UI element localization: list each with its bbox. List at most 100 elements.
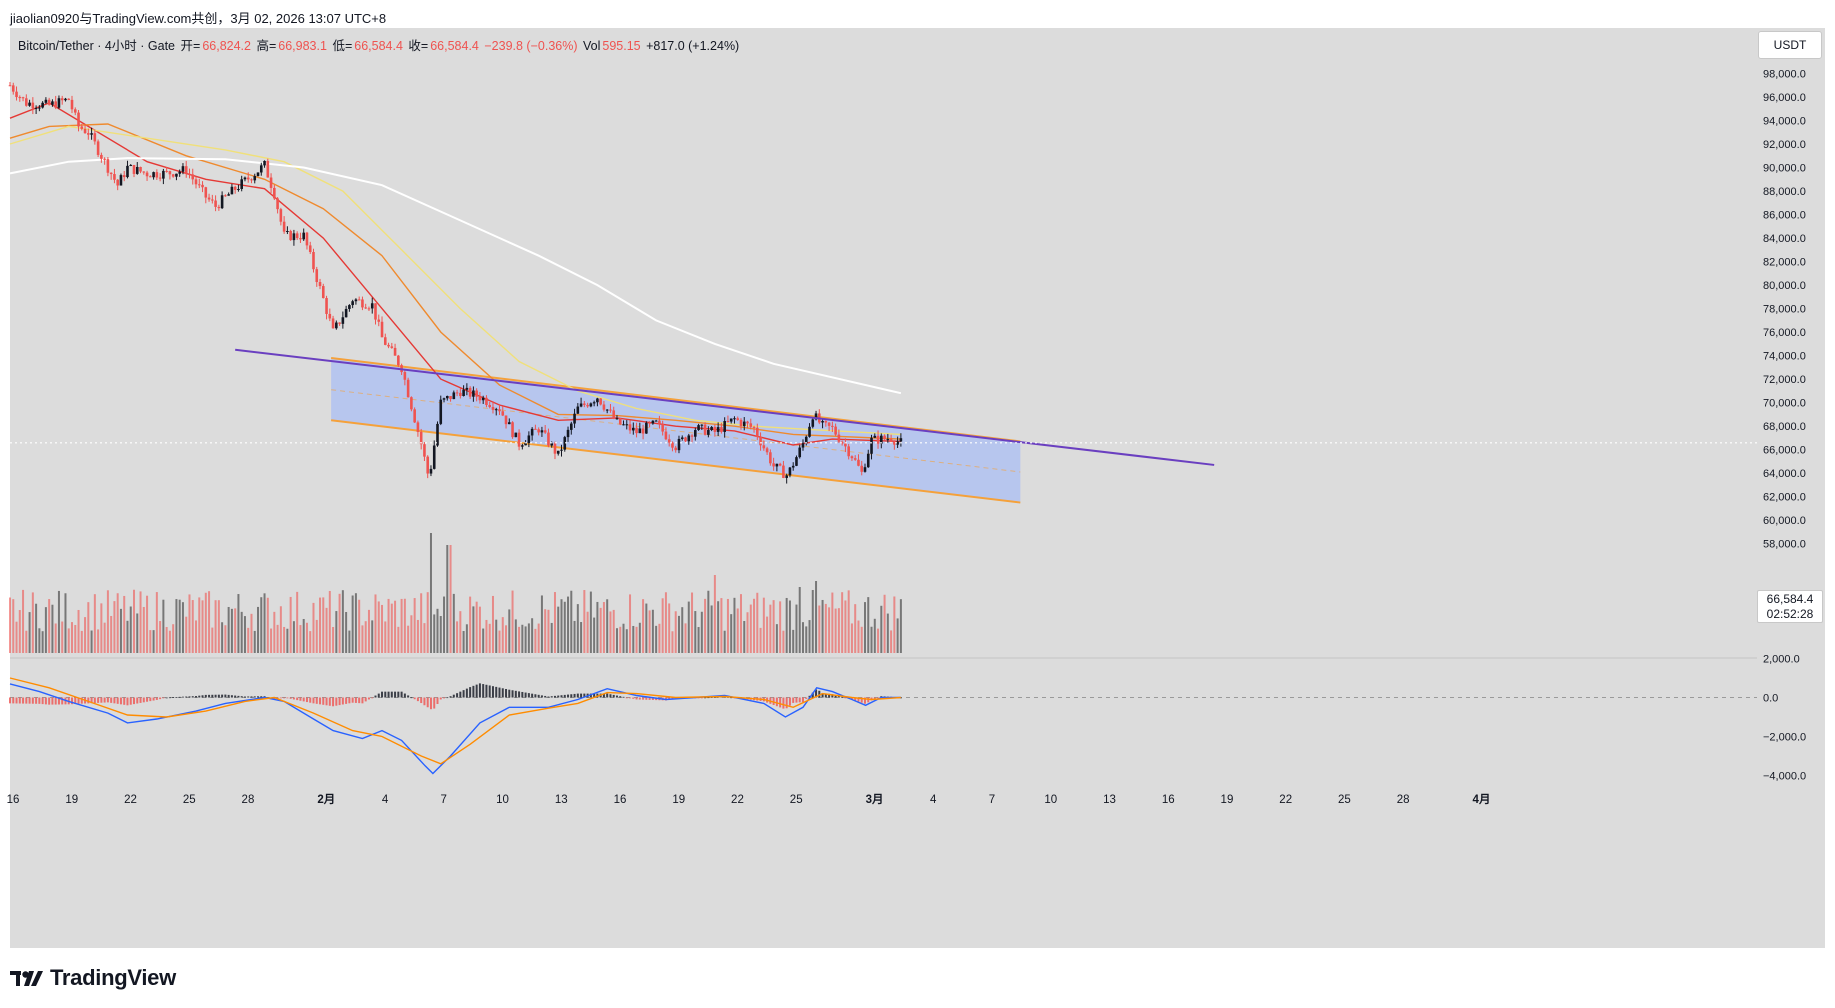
- candle-body: [631, 427, 635, 431]
- candle-body: [214, 200, 217, 207]
- volume-bar: [668, 603, 671, 653]
- macd-hist-bar: [61, 697, 64, 705]
- candle-body: [795, 457, 798, 466]
- macd-hist-bar: [341, 697, 344, 705]
- brand-logo[interactable]: TradingView: [10, 965, 176, 991]
- candle-body: [472, 390, 475, 397]
- candle-body: [51, 101, 54, 105]
- macd-hist-bar: [302, 697, 305, 702]
- volume-bar: [798, 587, 801, 653]
- volume-bar: [9, 597, 11, 653]
- candle-body: [893, 441, 896, 445]
- candle-body: [723, 421, 726, 432]
- volume-bar: [423, 623, 426, 653]
- volume-bar: [110, 615, 113, 653]
- candle-body: [25, 98, 28, 106]
- volume-bar: [824, 603, 827, 653]
- macd-hist-bar: [25, 697, 28, 704]
- symbol-name[interactable]: Bitcoin/Tether · 4小时 · Gate: [18, 39, 176, 53]
- volume-bar: [165, 627, 168, 653]
- parallel-channel[interactable]: [330, 356, 1021, 504]
- candle-body: [697, 425, 700, 431]
- volume-bar: [815, 581, 818, 653]
- macd-hist-bar: [433, 697, 436, 709]
- candle-body: [648, 422, 651, 424]
- volume-bar: [221, 622, 224, 653]
- volume-bar: [315, 619, 318, 653]
- volume-bar: [573, 620, 576, 653]
- volume-bar: [394, 600, 397, 653]
- volume-bar: [759, 627, 762, 653]
- macd-hist-bar: [106, 697, 109, 703]
- macd-hist-bar: [576, 693, 579, 698]
- macd-hist-bar: [821, 693, 824, 698]
- macd-hist-bar: [632, 697, 635, 699]
- volume-bar: [648, 610, 651, 653]
- candle-body: [713, 426, 717, 432]
- macd-hist-bar: [651, 697, 654, 700]
- volume-bar: [511, 590, 514, 653]
- macd-hist-bar: [221, 694, 224, 698]
- macd-hist-bar: [534, 694, 537, 698]
- volume-bar: [224, 625, 227, 653]
- macd-hist-bar: [188, 696, 191, 698]
- macd-hist-bar: [325, 697, 328, 706]
- candle-body: [93, 133, 97, 142]
- price-tick-label: 76,000.0: [1763, 327, 1806, 339]
- volume-bar: [364, 621, 367, 653]
- volume-bar: [296, 591, 299, 653]
- macd-hist-bar: [805, 697, 808, 699]
- volume-bar: [416, 619, 419, 653]
- volume-bar: [289, 596, 292, 653]
- volume-bar: [775, 624, 778, 653]
- candle-body: [116, 179, 119, 186]
- candle-body: [403, 372, 407, 380]
- volume-bar: [74, 624, 77, 653]
- volume-bar: [270, 628, 273, 653]
- candle-body: [736, 418, 740, 420]
- volume-bar: [495, 619, 498, 653]
- volume-bar: [567, 596, 570, 653]
- candle-body: [749, 423, 753, 427]
- candle-body: [625, 424, 629, 426]
- currency-button[interactable]: USDT: [1758, 31, 1822, 59]
- macd-hist-bar: [312, 697, 315, 704]
- current-price-flag: 66,584.4 02:52:28: [1757, 590, 1823, 623]
- price-tick-label: 64,000.0: [1763, 468, 1806, 480]
- trendline[interactable]: [10, 348, 1757, 466]
- macd-hist-bar: [397, 691, 400, 698]
- candle-body: [661, 423, 664, 432]
- macd-hist-bar: [602, 693, 605, 698]
- volume-bar: [361, 625, 364, 653]
- candle-body: [230, 186, 234, 195]
- volume-bar: [77, 609, 80, 653]
- macd-hist-bar: [798, 697, 801, 703]
- price-tick-label: 78,000.0: [1763, 304, 1806, 316]
- candle-body: [432, 445, 436, 469]
- macd-hist-bar: [165, 697, 168, 699]
- macd-hist-bar: [609, 694, 612, 698]
- macd-hist-bar: [567, 694, 570, 698]
- volume-bar: [459, 611, 462, 653]
- macd-hist-bar: [227, 694, 230, 698]
- macd-hist-bar: [41, 697, 44, 705]
- candle-body: [266, 160, 270, 178]
- volume-bar: [126, 620, 129, 653]
- volume-bar: [687, 601, 690, 653]
- macd-hist-bar: [537, 694, 540, 698]
- macd-hist-bar: [185, 696, 188, 698]
- time-tick-label: 3月: [866, 793, 884, 806]
- macd-hist-bar: [211, 694, 214, 698]
- volume-bar: [482, 628, 485, 653]
- candle-body: [315, 269, 319, 283]
- macd-hist-bar: [619, 696, 622, 698]
- volume-bar: [762, 597, 765, 653]
- price-axis[interactable]: 98,000.0 96,000.0 94,000.0 92,000.0 90,000.0…: [1763, 69, 1806, 783]
- macd-hist-bar: [129, 697, 132, 705]
- time-axis[interactable]: 16 19 22 25 28 2月 4 7 10 13 16 19 22 25 3月 4 7 10 13 16 19 22…: [7, 793, 1491, 806]
- candle-body: [145, 172, 149, 177]
- candle-body: [847, 446, 850, 457]
- candle-body: [390, 346, 394, 348]
- candle-body: [305, 232, 309, 246]
